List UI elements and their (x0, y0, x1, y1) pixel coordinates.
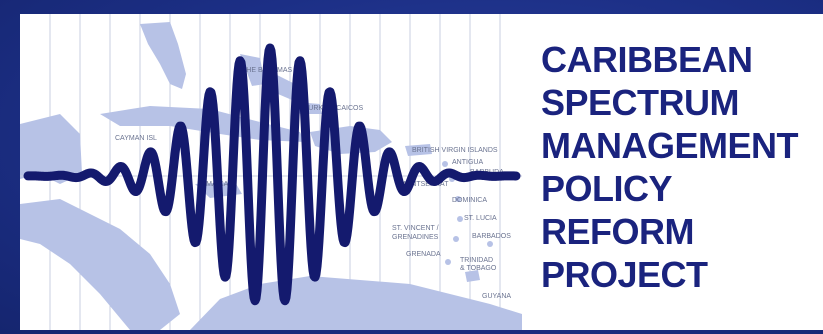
title-line-5: REFORM (541, 211, 694, 252)
map-label-trinidad: TRINIDAD (460, 257, 493, 264)
map-label-dominica: DOMINICA (452, 197, 487, 204)
spectrum-wave (23, 43, 521, 306)
map-label-guyana: GUYANA (482, 293, 511, 300)
title-line-4: POLICY (541, 168, 673, 209)
title-panel (522, 14, 823, 330)
title-line-6: PROJECT (541, 254, 708, 295)
map-label-antigua: ANTIGUA (452, 159, 483, 166)
title-line-2: SPECTRUM (541, 82, 740, 123)
map-label-grenadines: GRENADINES (392, 234, 439, 241)
map-label-grenada: GRENADA (406, 251, 441, 258)
project-title: CARIBBEAN SPECTRUM MANAGEMENT POLICY REF… (541, 38, 798, 296)
map-label-cayman: CAYMAN ISL (115, 135, 157, 142)
title-line-3: MANAGEMENT (541, 125, 798, 166)
map-label-barbados: BARBADOS (472, 233, 511, 240)
map-label-tobago: & TOBAGO (460, 265, 497, 272)
map-label-jamaica: JAMAICA (198, 181, 229, 188)
map-label-montserrat: MONTSERRAT (400, 181, 449, 188)
map-label-british-virgin: BRITISH VIRGIN ISLANDS (412, 147, 498, 154)
title-line-1: CARIBBEAN (541, 39, 753, 80)
map-panel: CAYMAN ISL THE BAHAMAS TURKS & CAICOS BR… (20, 14, 522, 330)
caribbean-map: CAYMAN ISL THE BAHAMAS TURKS & CAICOS BR… (20, 14, 522, 330)
map-label-st-lucia: ST. LUCIA (464, 215, 497, 222)
map-label-st-vincent: ST. VINCENT / (392, 225, 439, 232)
